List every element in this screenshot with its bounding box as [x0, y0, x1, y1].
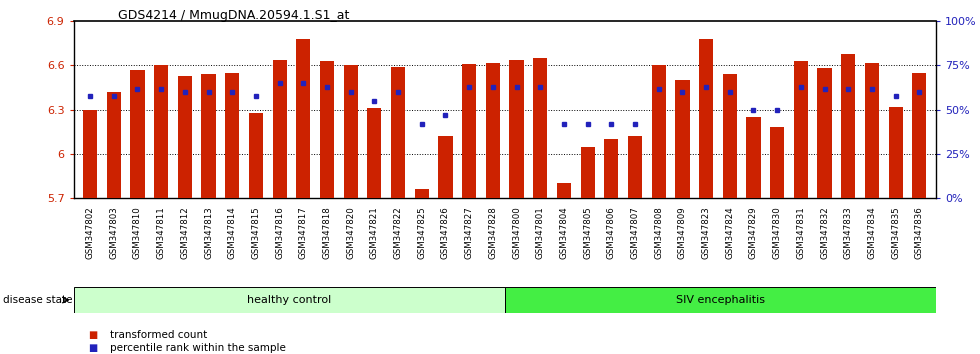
Bar [557, 183, 571, 198]
Text: transformed count: transformed count [110, 330, 207, 339]
Text: SIV encephalitis: SIV encephalitis [676, 295, 764, 305]
Bar [770, 127, 784, 198]
Bar [438, 136, 453, 198]
Bar [177, 76, 192, 198]
Bar [652, 65, 665, 198]
Bar [344, 65, 358, 198]
Bar [319, 61, 334, 198]
Text: ■: ■ [88, 330, 97, 339]
Text: percentile rank within the sample: percentile rank within the sample [110, 343, 285, 353]
Bar [747, 117, 760, 198]
Bar [510, 59, 523, 198]
Bar [580, 147, 595, 198]
Bar [249, 113, 263, 198]
Text: GDS4214 / MmugDNA.20594.1.S1_at: GDS4214 / MmugDNA.20594.1.S1_at [118, 9, 349, 22]
Bar [794, 61, 808, 198]
Text: ■: ■ [88, 343, 97, 353]
Bar [272, 59, 287, 198]
Bar [225, 73, 239, 198]
Bar [391, 67, 405, 198]
Bar [74, 287, 505, 313]
Bar [107, 92, 121, 198]
Bar [83, 110, 97, 198]
Bar [912, 73, 926, 198]
Bar [628, 136, 642, 198]
Bar [722, 74, 737, 198]
Bar [605, 139, 618, 198]
Bar [841, 54, 856, 198]
Bar [296, 39, 311, 198]
Bar [130, 70, 145, 198]
Bar [202, 74, 216, 198]
Bar [415, 189, 429, 198]
Bar [486, 63, 500, 198]
Bar [154, 65, 169, 198]
Bar [699, 39, 713, 198]
Bar [533, 58, 548, 198]
Bar [368, 108, 381, 198]
Bar [817, 68, 832, 198]
Bar [889, 107, 903, 198]
Text: healthy control: healthy control [247, 295, 331, 305]
Bar [864, 63, 879, 198]
Bar [675, 80, 690, 198]
Bar [505, 287, 936, 313]
Text: disease state: disease state [3, 295, 73, 305]
Bar [462, 64, 476, 198]
